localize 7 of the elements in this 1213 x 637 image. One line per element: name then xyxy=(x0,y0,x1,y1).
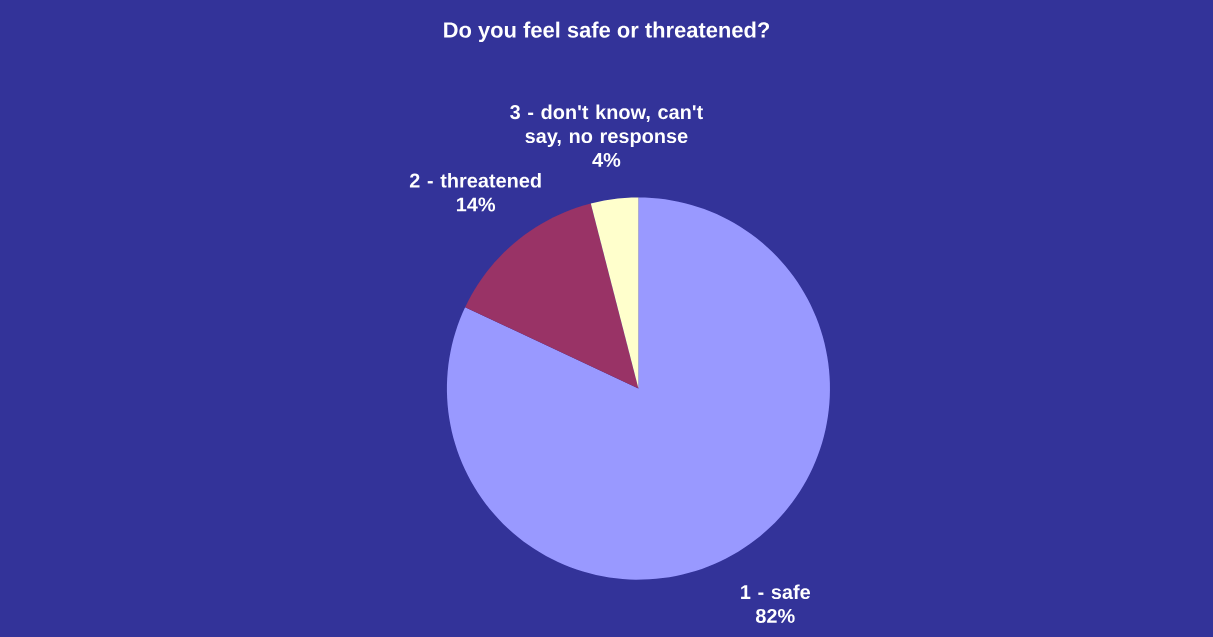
chart-title: Do you feel safe or threatened? xyxy=(444,21,770,43)
slice-label: 2 - threatened xyxy=(409,172,541,188)
data-label: 82% xyxy=(755,608,795,623)
slice-label: 1 - safe xyxy=(741,584,811,600)
data-label: 14% xyxy=(456,197,496,212)
slice-label: 3 - don't know, can't say, no response xyxy=(510,104,703,148)
data-label: 4% xyxy=(592,152,621,167)
